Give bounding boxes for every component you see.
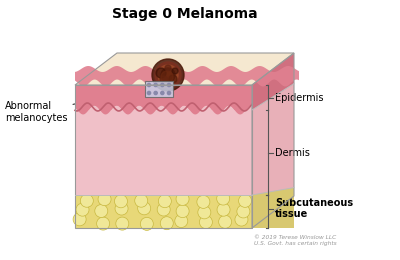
Circle shape — [176, 192, 189, 205]
Circle shape — [138, 202, 151, 215]
Polygon shape — [75, 110, 252, 195]
Circle shape — [237, 205, 250, 218]
Circle shape — [161, 83, 164, 87]
Text: Epidermis: Epidermis — [275, 93, 324, 102]
Circle shape — [135, 194, 148, 207]
Circle shape — [157, 203, 170, 216]
Circle shape — [168, 92, 171, 95]
Circle shape — [197, 195, 210, 208]
Circle shape — [80, 194, 93, 207]
Circle shape — [161, 68, 175, 82]
Circle shape — [155, 62, 181, 88]
Circle shape — [148, 92, 151, 95]
Polygon shape — [75, 85, 252, 110]
Text: Dermis: Dermis — [275, 147, 310, 158]
Text: Abnormal
melanocytes: Abnormal melanocytes — [5, 89, 144, 123]
Circle shape — [140, 217, 153, 230]
Circle shape — [219, 215, 232, 228]
Polygon shape — [252, 163, 294, 228]
Circle shape — [148, 83, 151, 87]
Polygon shape — [75, 66, 299, 87]
Circle shape — [160, 76, 168, 84]
Circle shape — [116, 217, 129, 230]
Circle shape — [235, 213, 248, 226]
Circle shape — [114, 195, 128, 208]
Circle shape — [95, 205, 108, 218]
Circle shape — [154, 83, 157, 87]
Circle shape — [73, 213, 86, 226]
Circle shape — [76, 203, 89, 216]
Circle shape — [158, 65, 178, 85]
Circle shape — [152, 59, 184, 91]
Circle shape — [199, 216, 212, 229]
Circle shape — [158, 195, 171, 208]
Circle shape — [217, 192, 230, 205]
Text: © 2019 Terese Winslow LLC
U.S. Govt. has certain rights: © 2019 Terese Winslow LLC U.S. Govt. has… — [254, 235, 336, 246]
Circle shape — [97, 217, 110, 230]
Circle shape — [154, 92, 157, 95]
Circle shape — [169, 75, 177, 83]
Polygon shape — [75, 85, 252, 114]
Circle shape — [161, 71, 173, 83]
Text: Stage 0 Melanoma: Stage 0 Melanoma — [112, 7, 258, 21]
Polygon shape — [252, 53, 294, 110]
Circle shape — [217, 203, 230, 216]
Circle shape — [168, 83, 171, 87]
Circle shape — [156, 68, 166, 78]
Polygon shape — [75, 53, 294, 85]
Circle shape — [238, 194, 252, 207]
Circle shape — [115, 202, 128, 215]
Polygon shape — [75, 106, 252, 195]
Circle shape — [160, 217, 173, 230]
Circle shape — [161, 92, 164, 95]
Circle shape — [98, 193, 111, 206]
Polygon shape — [252, 84, 294, 195]
Circle shape — [175, 214, 188, 228]
Circle shape — [198, 206, 211, 219]
Text: Subcutaneous
tissue: Subcutaneous tissue — [275, 198, 353, 219]
Circle shape — [172, 68, 178, 74]
Circle shape — [165, 65, 171, 71]
Polygon shape — [252, 53, 294, 228]
FancyBboxPatch shape — [145, 81, 173, 97]
Polygon shape — [75, 195, 252, 228]
Polygon shape — [252, 188, 294, 228]
Circle shape — [176, 205, 189, 218]
